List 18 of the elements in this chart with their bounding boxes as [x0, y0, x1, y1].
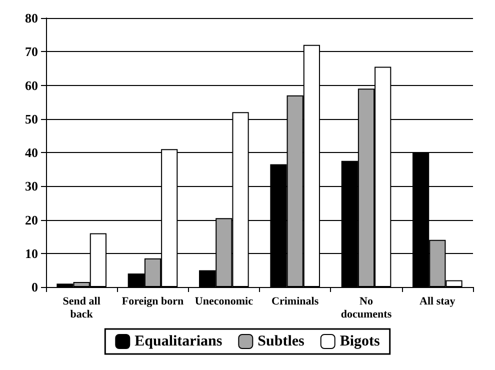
x-tick-label: Uneconomic	[194, 296, 254, 308]
y-tick-label: 0	[32, 280, 38, 294]
y-tick-label: 70	[25, 44, 38, 60]
y-tick-label: 60	[25, 78, 38, 93]
x-tick-label: All stay	[420, 296, 456, 308]
y-tick-label: 20	[25, 212, 38, 228]
x-tick-label: No documents	[340, 296, 392, 320]
x-tick-label: Send all back	[62, 296, 100, 320]
y-tick-label: 30	[25, 178, 38, 194]
x-tick-label: Foreign born	[122, 296, 184, 308]
legend-label: Equalitarians	[134, 334, 222, 350]
y-tick-label: 50	[25, 111, 38, 126]
legend-label: Bigots	[340, 334, 380, 350]
y-tick-label: 10	[25, 246, 38, 261]
legend-label: Subtles	[258, 334, 305, 350]
y-tick-label: 80	[25, 10, 38, 26]
y-tick-label: 40	[25, 145, 38, 160]
x-tick-label: Criminals	[272, 296, 320, 308]
